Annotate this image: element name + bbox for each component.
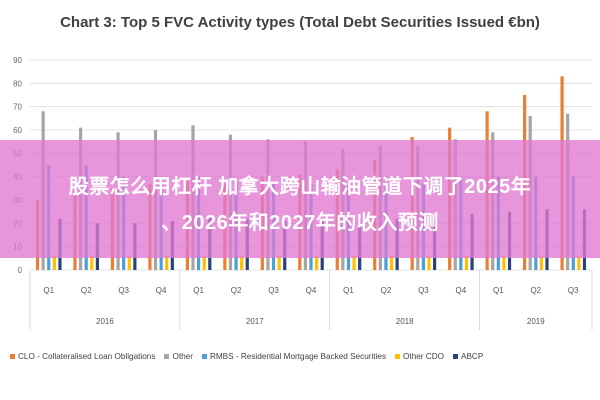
legend-label: Other: [172, 352, 193, 361]
x-tick-label: Q4: [306, 286, 317, 295]
x-tick-label: Q2: [231, 286, 242, 295]
x-tick-label: Q1: [493, 286, 504, 295]
banner-line-2: 、2026年和2027年的收入预测: [161, 212, 439, 234]
legend-item: Other CDO: [395, 352, 444, 361]
legend-swatch: [453, 354, 458, 359]
bar: [427, 256, 431, 270]
legend-label: ABCP: [461, 352, 484, 361]
bar: [90, 256, 94, 270]
x-tick-label: Q2: [381, 286, 392, 295]
legend-swatch: [164, 354, 170, 359]
legend-label: Other CDO: [403, 352, 444, 361]
y-tick-label: 0: [18, 266, 23, 275]
y-tick-label: 60: [13, 126, 22, 135]
x-tick-label: Q4: [156, 286, 167, 295]
x-tick-label: Q1: [193, 286, 204, 295]
bar: [240, 256, 244, 270]
banner-line-1: 股票怎么用杠杆 加拿大跨山输油管道下调了2025年: [68, 176, 532, 198]
x-tick-label: Q1: [43, 286, 54, 295]
y-tick-label: 70: [13, 103, 22, 112]
legend-item: RMBS - Residential Mortgage Backed Secur…: [201, 352, 387, 361]
chart-title: Chart 3: Top 5 FVC Activity types (Total…: [60, 14, 540, 31]
legend-item: CLO - Collateralised Loan Obligations: [10, 352, 155, 361]
x-tick-label: Q2: [530, 286, 541, 295]
y-tick-label: 80: [13, 79, 22, 88]
legend-swatch: [395, 354, 401, 359]
bar: [315, 256, 319, 270]
bar: [202, 256, 206, 270]
bar: [539, 256, 543, 270]
bar: [389, 256, 394, 270]
x-group-label: 2017: [246, 317, 264, 326]
x-group-label: 2018: [396, 317, 414, 326]
bar: [464, 256, 469, 270]
x-tick-label: Q3: [268, 286, 279, 295]
x-group-label: 2016: [96, 317, 114, 326]
chart-legend: CLO - Collateralised Loan Obligations Oth…: [10, 352, 600, 361]
legend-swatch: [201, 354, 207, 359]
y-tick-label: 90: [13, 56, 22, 65]
bar: [352, 256, 356, 270]
legend-swatch: [10, 354, 15, 359]
bar: [165, 256, 169, 270]
x-tick-label: Q4: [456, 286, 467, 295]
bar: [277, 256, 281, 270]
watermark-banner: [0, 140, 600, 258]
x-group-label: 2019: [527, 317, 545, 326]
legend-item: Other: [164, 352, 193, 361]
x-tick-label: Q3: [568, 286, 579, 295]
legend-item: ABCP: [453, 352, 483, 361]
x-tick-label: Q2: [81, 286, 92, 295]
x-tick-label: Q1: [343, 286, 354, 295]
legend-label: RMBS - Residential Mortgage Backed Secur…: [209, 352, 387, 361]
bar: [127, 256, 131, 270]
bar: [502, 256, 506, 270]
x-tick-label: Q3: [418, 286, 429, 295]
x-tick-label: Q3: [118, 286, 129, 295]
legend-label: CLO - Collateralised Loan Obligations: [18, 352, 156, 361]
bar: [577, 256, 581, 270]
bar: [52, 256, 56, 270]
